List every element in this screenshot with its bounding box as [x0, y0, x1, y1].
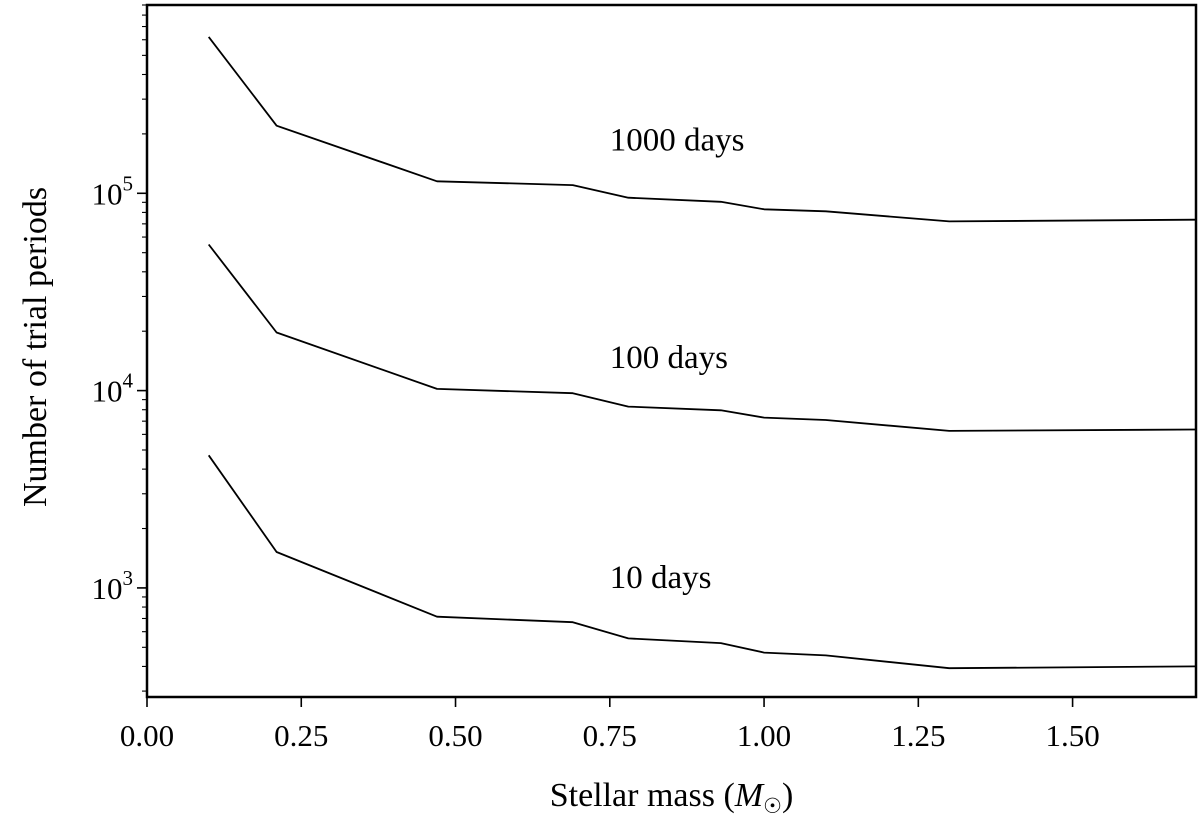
x-tick-label: 1.25	[891, 718, 945, 753]
y-tick-label-exponent: 4	[123, 369, 134, 393]
x-tick-label: 0.50	[428, 718, 482, 753]
series-line-1000-days	[207, 36, 1197, 223]
x-tick-label: 0.75	[583, 718, 637, 753]
y-tick-label-exponent: 3	[123, 566, 134, 590]
y-tick-label: 103	[92, 566, 134, 606]
x-tick-label: 0.00	[120, 718, 174, 753]
y-tick-label-exponent: 5	[123, 171, 134, 195]
series-line-100-days	[207, 243, 1197, 432]
x-axis: 0.00 0.25 0.50 0.75 1.00 1.25 1.50	[120, 697, 1100, 753]
series-label-layer: 10 days 100 days 1000 days	[610, 122, 745, 596]
y-tick-label-base: 10	[92, 374, 123, 409]
y-tick-label: 105	[92, 171, 134, 211]
x-tick-label: 1.50	[1045, 718, 1099, 753]
series-label-100-days: 100 days	[610, 340, 728, 376]
x-axis-title: Stellar mass (M☉)	[550, 777, 794, 817]
y-tick-label-base: 10	[92, 176, 123, 211]
x-tick-label: 1.00	[737, 718, 791, 753]
x-axis-title-text: Stellar mass (	[550, 777, 735, 814]
series-line-10-days	[207, 454, 1197, 670]
x-axis-title-close: )	[782, 777, 793, 814]
x-axis-title-subscript: ☉	[763, 794, 782, 817]
x-tick-label: 0.25	[274, 718, 328, 753]
series-layer	[207, 36, 1197, 670]
x-axis-title-symbol: M	[734, 777, 765, 814]
series-label-10-days: 10 days	[610, 560, 712, 596]
y-axis-title: Number of trial periods	[17, 187, 54, 507]
y-tick-label: 104	[92, 369, 134, 409]
series-label-1000-days: 1000 days	[610, 122, 745, 158]
plot-frame	[145, 3, 1198, 699]
y-tick-label-base: 10	[92, 571, 123, 606]
